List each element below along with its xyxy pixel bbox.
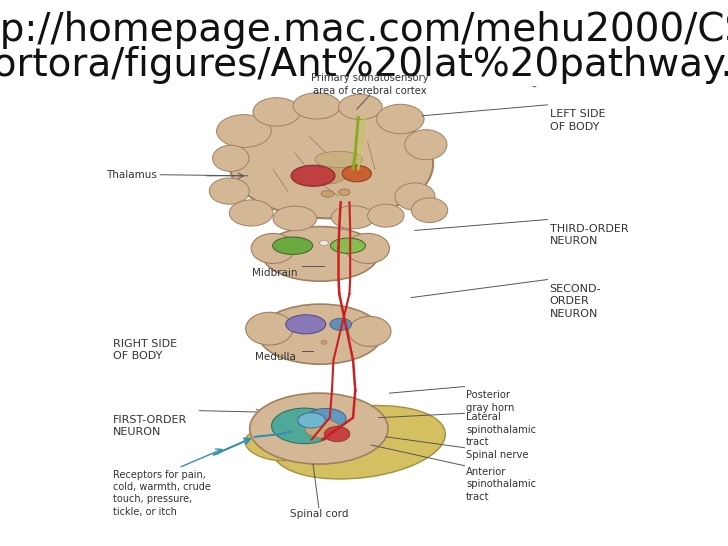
Ellipse shape (405, 130, 447, 159)
Ellipse shape (245, 429, 306, 461)
Text: Lateral
spinothalamic
tract: Lateral spinothalamic tract (466, 412, 536, 447)
Ellipse shape (258, 304, 382, 364)
Text: THIRD-ORDER
NEURON: THIRD-ORDER NEURON (550, 224, 628, 246)
Ellipse shape (395, 183, 435, 210)
Ellipse shape (253, 98, 301, 126)
Ellipse shape (213, 145, 249, 171)
Text: Thalamus: Thalamus (106, 170, 157, 180)
Ellipse shape (229, 109, 433, 218)
Text: http://homepage.mac.com/mehu2000/CSM: http://homepage.mac.com/mehu2000/CSM (0, 11, 728, 49)
Text: Spinal cord: Spinal cord (290, 509, 348, 519)
Text: Midbrain: Midbrain (253, 268, 298, 277)
Ellipse shape (315, 151, 363, 168)
Ellipse shape (229, 200, 273, 226)
Ellipse shape (320, 240, 328, 246)
Text: Posterior
gray horn: Posterior gray horn (466, 390, 514, 413)
Text: FIRST-ORDER
NEURON: FIRST-ORDER NEURON (113, 415, 187, 437)
Ellipse shape (377, 104, 424, 134)
Ellipse shape (273, 237, 313, 254)
Ellipse shape (272, 406, 446, 479)
Ellipse shape (298, 413, 325, 428)
Ellipse shape (339, 94, 382, 120)
Ellipse shape (262, 227, 379, 281)
Ellipse shape (321, 191, 334, 197)
Ellipse shape (210, 178, 250, 204)
Ellipse shape (246, 312, 293, 345)
Ellipse shape (346, 233, 389, 263)
Ellipse shape (217, 115, 272, 147)
Ellipse shape (325, 426, 350, 442)
Ellipse shape (251, 233, 295, 263)
Ellipse shape (321, 341, 327, 345)
Ellipse shape (339, 189, 350, 195)
Text: Anterior
spinothalamic
tract: Anterior spinothalamic tract (466, 467, 536, 502)
Ellipse shape (305, 419, 340, 438)
Ellipse shape (330, 318, 352, 330)
Text: SECOND-
ORDER
NEURON: SECOND- ORDER NEURON (550, 284, 601, 319)
Ellipse shape (349, 316, 391, 347)
Ellipse shape (272, 408, 337, 443)
Ellipse shape (368, 204, 404, 227)
Text: Primary somatosensory
area of cerebral cortex: Primary somatosensory area of cerebral c… (311, 73, 429, 96)
Text: U/Tortora/figures/Ant%20lat%20pathway.jpg: U/Tortora/figures/Ant%20lat%20pathway.jp… (0, 46, 728, 85)
Ellipse shape (342, 165, 371, 182)
Ellipse shape (306, 408, 347, 429)
Ellipse shape (273, 206, 317, 231)
Text: -: - (531, 80, 537, 94)
Ellipse shape (308, 163, 348, 184)
Ellipse shape (291, 165, 335, 186)
Ellipse shape (331, 238, 365, 253)
Text: Medulla: Medulla (255, 352, 296, 362)
Ellipse shape (285, 314, 326, 334)
Ellipse shape (293, 93, 341, 119)
Text: RIGHT SIDE
OF BODY: RIGHT SIDE OF BODY (113, 339, 177, 361)
Text: Receptors for pain,
cold, warmth, crude
touch, pressure,
tickle, or itch: Receptors for pain, cold, warmth, crude … (113, 470, 210, 517)
Text: LEFT SIDE
OF BODY: LEFT SIDE OF BODY (550, 109, 605, 132)
Ellipse shape (331, 206, 375, 229)
Ellipse shape (411, 198, 448, 223)
Ellipse shape (250, 393, 388, 464)
Text: Spinal nerve: Spinal nerve (466, 450, 529, 460)
